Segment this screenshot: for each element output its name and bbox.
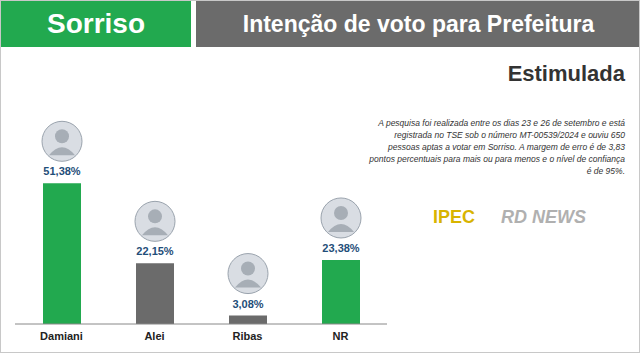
svg-text:Damiani: Damiani	[40, 330, 83, 342]
svg-text:51,38%: 51,38%	[43, 165, 81, 177]
svg-text:Alei: Alei	[144, 330, 164, 342]
svg-text:NR: NR	[333, 330, 349, 342]
svg-text:23,38%: 23,38%	[322, 242, 360, 254]
html-text:Estimulada: Estimulada	[507, 61, 625, 86]
svg-text:Ribas: Ribas	[233, 330, 263, 342]
svg-text:3,08%: 3,08%	[232, 298, 263, 310]
html-text:A pesquisa foi realizada entre: A pesquisa foi realizada entre os dias 2…	[369, 118, 625, 176]
html-text:Intenção de voto para Prefeitu: Intenção de voto para Prefeitura	[242, 11, 595, 37]
html-text:IPEC: IPEC	[433, 207, 475, 227]
svg-text:22,15%: 22,15%	[136, 245, 174, 257]
html-text:RD NEWS: RD NEWS	[501, 207, 586, 227]
html-text:Sorriso: Sorriso	[47, 8, 145, 39]
